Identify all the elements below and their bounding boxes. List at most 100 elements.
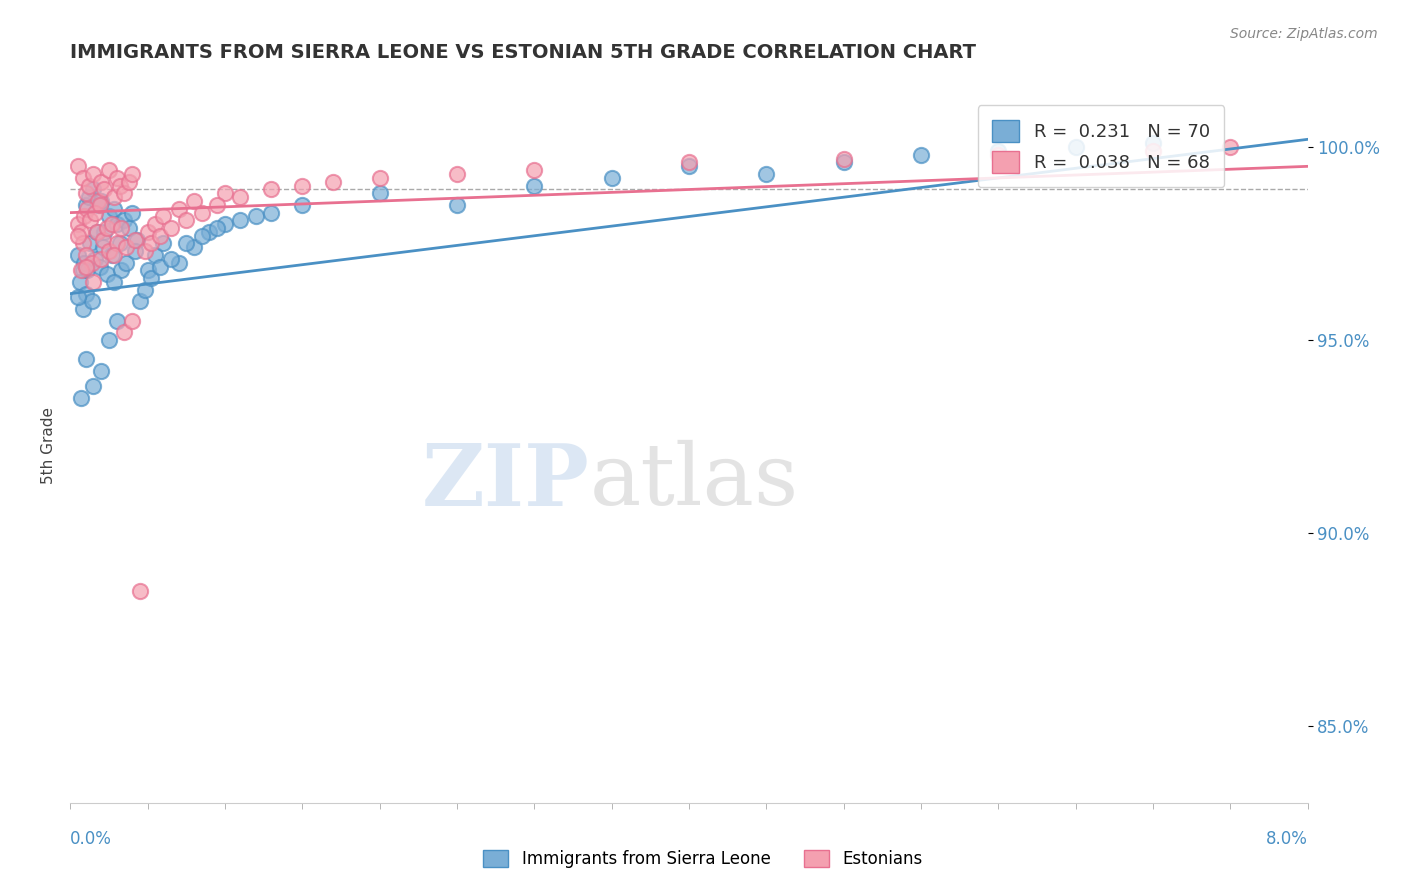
- Point: [191, 228, 214, 243]
- Point: [260, 182, 283, 196]
- Point: [191, 205, 214, 219]
- Point: [103, 248, 125, 262]
- Point: [90, 364, 112, 378]
- Point: [910, 148, 932, 162]
- Point: [214, 217, 236, 231]
- Point: [678, 155, 700, 169]
- Point: [114, 325, 135, 339]
- Point: [145, 248, 166, 262]
- Point: [73, 256, 96, 270]
- Point: [260, 205, 283, 219]
- Point: [89, 260, 111, 274]
- Point: [89, 198, 111, 212]
- Point: [183, 240, 205, 254]
- Point: [75, 248, 97, 262]
- Text: 0.0%: 0.0%: [70, 830, 112, 847]
- Point: [115, 256, 138, 270]
- Point: [72, 170, 94, 185]
- Point: [67, 217, 90, 231]
- Point: [183, 194, 205, 208]
- Point: [174, 213, 197, 227]
- Point: [136, 225, 159, 239]
- Point: [67, 159, 90, 173]
- Point: [98, 244, 120, 259]
- Point: [139, 236, 162, 251]
- Point: [832, 155, 855, 169]
- Point: [167, 256, 190, 270]
- Point: [105, 217, 128, 231]
- Point: [77, 190, 100, 204]
- Point: [75, 352, 97, 367]
- Point: [98, 210, 120, 224]
- Point: [755, 167, 778, 181]
- Text: 8.0%: 8.0%: [1265, 830, 1308, 847]
- Point: [149, 228, 172, 243]
- Point: [70, 391, 93, 405]
- Point: [67, 228, 90, 243]
- Point: [67, 248, 90, 262]
- Point: [103, 202, 125, 216]
- Point: [600, 170, 623, 185]
- Point: [75, 186, 97, 201]
- Point: [114, 186, 135, 201]
- Point: [832, 152, 855, 166]
- Point: [291, 198, 314, 212]
- Point: [322, 175, 344, 189]
- Point: [70, 225, 93, 239]
- Point: [82, 379, 105, 393]
- Point: [134, 244, 156, 259]
- Text: atlas: atlas: [591, 440, 799, 524]
- Point: [229, 190, 252, 204]
- Point: [67, 291, 90, 305]
- Point: [160, 252, 183, 266]
- Point: [118, 175, 141, 189]
- Point: [167, 202, 190, 216]
- Point: [214, 186, 236, 201]
- Point: [90, 252, 112, 266]
- Point: [149, 260, 172, 274]
- Point: [73, 210, 96, 224]
- Point: [1142, 144, 1164, 158]
- Point: [1064, 140, 1087, 154]
- Point: [91, 233, 114, 247]
- Point: [129, 294, 152, 309]
- Point: [291, 178, 314, 193]
- Point: [207, 221, 229, 235]
- Point: [145, 217, 166, 231]
- Point: [1219, 140, 1241, 154]
- Point: [152, 210, 174, 224]
- Point: [114, 213, 135, 227]
- Point: [75, 260, 97, 274]
- Point: [108, 178, 131, 193]
- Point: [84, 252, 107, 266]
- Point: [69, 275, 91, 289]
- Point: [76, 202, 98, 216]
- Legend: Immigrants from Sierra Leone, Estonians: Immigrants from Sierra Leone, Estonians: [477, 843, 929, 875]
- Point: [84, 205, 107, 219]
- Point: [368, 186, 391, 201]
- Point: [121, 205, 143, 219]
- Point: [124, 233, 146, 247]
- Point: [80, 294, 103, 309]
- Point: [152, 236, 174, 251]
- Point: [86, 225, 108, 239]
- Point: [87, 198, 110, 212]
- Point: [108, 236, 131, 251]
- Point: [93, 182, 115, 196]
- Point: [82, 275, 105, 289]
- Point: [121, 313, 143, 327]
- Point: [91, 240, 114, 254]
- Point: [79, 213, 101, 227]
- Point: [229, 213, 252, 227]
- Point: [80, 256, 103, 270]
- Point: [125, 233, 148, 247]
- Point: [98, 333, 120, 347]
- Text: IMMIGRANTS FROM SIERRA LEONE VS ESTONIAN 5TH GRADE CORRELATION CHART: IMMIGRANTS FROM SIERRA LEONE VS ESTONIAN…: [70, 44, 976, 62]
- Point: [678, 159, 700, 173]
- Point: [110, 221, 132, 235]
- Point: [87, 194, 110, 208]
- Point: [446, 167, 468, 181]
- Point: [124, 244, 146, 259]
- Point: [105, 236, 128, 251]
- Point: [987, 148, 1010, 162]
